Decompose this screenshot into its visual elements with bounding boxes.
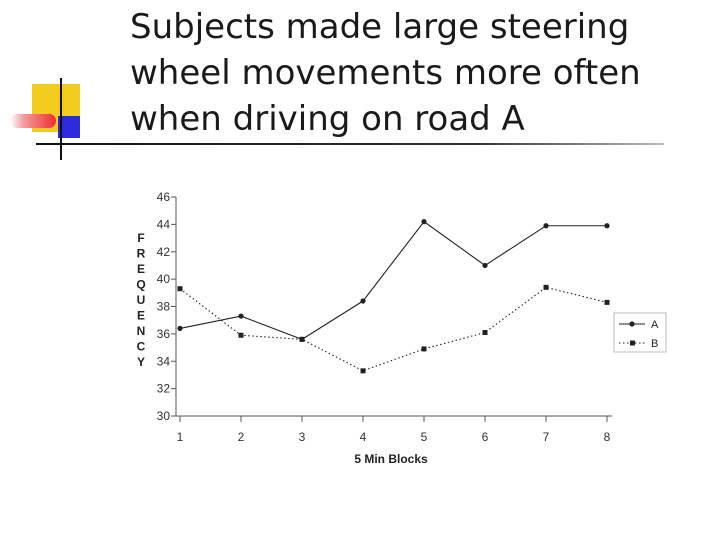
accent-square-blue <box>58 116 80 138</box>
y-axis-label-letter: Q <box>136 278 145 292</box>
y-tick-label: 46 <box>157 190 171 204</box>
y-axis-label-letter: R <box>137 247 146 261</box>
legend-b-marker <box>630 340 635 346</box>
legend-box <box>613 312 667 353</box>
y-ticks: 30 32 34 36 38 40 42 44 46 <box>157 190 176 423</box>
accent-vertical-line <box>60 78 62 160</box>
series-b-point <box>238 332 244 338</box>
series-a-line <box>179 220 607 340</box>
title-underline <box>36 143 664 145</box>
x-tick-label: 7 <box>543 430 550 444</box>
y-axis-label-letter: U <box>137 293 146 307</box>
accent-bar-red <box>10 114 56 128</box>
y-tick-label: 42 <box>157 245 171 259</box>
series-b-point <box>360 368 366 374</box>
y-axis-label-letter: N <box>137 324 146 338</box>
series-group <box>177 219 610 374</box>
y-axis-label-letter: C <box>137 340 146 354</box>
x-tick-label: 6 <box>482 430 489 444</box>
x-tick-label: 4 <box>360 430 367 444</box>
series-b-point <box>604 299 610 305</box>
series-a-point <box>604 223 610 229</box>
x-tick-label: 5 <box>421 430 428 444</box>
series-a-point <box>360 298 366 304</box>
x-axis-label: 5 Min Blocks <box>354 452 428 466</box>
y-tick-label: 34 <box>157 354 171 368</box>
y-axis-label-letter: E <box>137 309 145 323</box>
x-tick-label: 8 <box>604 430 611 444</box>
legend-b-label: B <box>651 338 658 350</box>
series-b-point <box>543 284 549 290</box>
y-tick-label: 32 <box>157 382 171 396</box>
series-a-point <box>238 313 244 319</box>
y-tick-label: 38 <box>157 300 171 314</box>
y-tick-label: 30 <box>157 409 171 423</box>
series-a-point <box>482 262 488 269</box>
series-a-point <box>177 325 183 331</box>
series-a-point <box>543 223 549 229</box>
y-tick-label: 44 <box>157 217 171 231</box>
y-tick-label: 40 <box>157 272 171 286</box>
y-axis-label-letter: Y <box>137 355 145 369</box>
series-b-point <box>482 330 488 336</box>
series-b-point <box>421 346 427 352</box>
chart-axes <box>175 197 612 417</box>
x-tick-label: 1 <box>177 430 184 444</box>
slide-title: Subjects made large steering wheel movem… <box>130 7 641 139</box>
legend: AB <box>613 312 667 353</box>
y-axis-label-letter: F <box>137 231 144 245</box>
series-b-point <box>177 286 183 292</box>
series-b-line <box>179 286 608 372</box>
series-a-point <box>421 219 427 225</box>
y-axis-label-letter: E <box>137 262 145 276</box>
x-tick-label: 3 <box>299 430 306 444</box>
legend-a-marker <box>629 321 635 327</box>
x-tick-label: 2 <box>238 430 245 444</box>
legend-a-label: A <box>651 319 659 331</box>
y-tick-label: 36 <box>157 327 171 341</box>
x-ticks: 1 2 3 4 5 6 7 8 <box>177 416 611 444</box>
series-b-point <box>299 336 305 342</box>
